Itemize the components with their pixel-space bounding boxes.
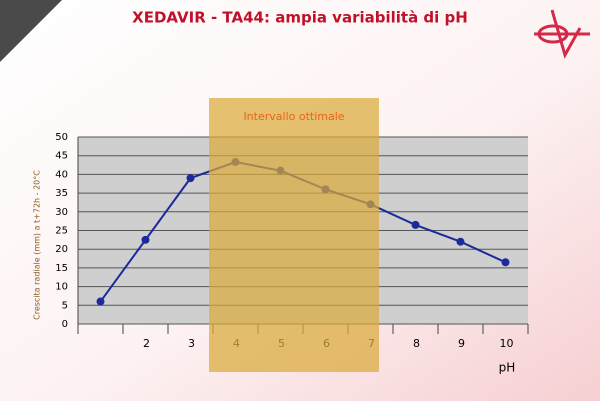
y-tick-label: 25 [55, 226, 68, 237]
optimal-range [209, 98, 379, 372]
point [456, 237, 465, 246]
y-tick-label: 30 [55, 207, 68, 218]
point [141, 235, 150, 244]
x-tick-label: 8 [413, 337, 420, 350]
logo [534, 9, 590, 59]
y-tick-label: 35 [55, 188, 68, 199]
x-tick-label: 3 [188, 337, 195, 350]
point [186, 174, 195, 183]
x-tick-label: 10 [500, 337, 514, 350]
y-tick-label: 40 [55, 169, 68, 180]
y-tick-label: 50 [55, 132, 68, 143]
annotation: Intervallo ottimale [243, 110, 344, 123]
point [96, 297, 105, 306]
x-axis-label: pH [499, 361, 516, 375]
chart-title: XEDAVIR - TA44: ampia variabilità di pH [132, 9, 468, 27]
point [501, 258, 510, 267]
point [411, 220, 420, 229]
corner [0, 0, 62, 62]
y-axis-label: Crescita radiale (mm) a t+72h - 20°C [33, 170, 42, 320]
y-tick-label: 20 [55, 244, 68, 255]
y-tick-label: 15 [55, 263, 68, 274]
y-tick-label: 10 [55, 282, 68, 293]
y-tick-label: 5 [62, 300, 68, 311]
y-tick-label: 45 [55, 151, 68, 162]
y-tick-label: 0 [62, 319, 68, 330]
x-tick-label: 9 [458, 337, 465, 350]
x-tick-label: 2 [143, 337, 150, 350]
